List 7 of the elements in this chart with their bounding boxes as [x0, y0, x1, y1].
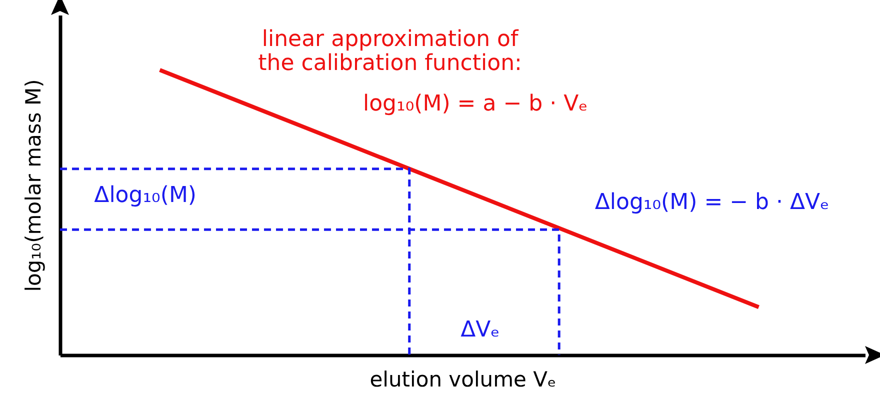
- annotation: Δlog₁₀(M): [94, 183, 197, 208]
- x-axis-title: elution volume Vₑ: [370, 368, 556, 392]
- annotation: Δlog₁₀(M) = − b · ΔVₑ: [594, 190, 830, 215]
- annotation: linear approximation of the calibration function:: [258, 26, 522, 76]
- annotation: ΔVₑ: [460, 318, 500, 342]
- y-axis-title: log₁₀(molar mass M): [22, 79, 46, 292]
- annotation: log₁₀(M) = a − b · Vₑ: [362, 91, 588, 116]
